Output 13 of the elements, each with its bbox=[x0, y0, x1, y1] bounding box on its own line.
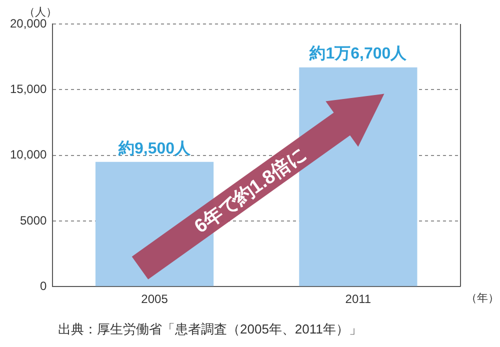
data-label: 約1万6,700人 bbox=[308, 44, 408, 63]
x-tick-label: 2011 bbox=[345, 292, 372, 306]
x-axis-title: （年） bbox=[466, 292, 499, 305]
annotation: 6年で約1.8倍に bbox=[190, 143, 311, 238]
y-tick-label: 20,000 bbox=[10, 16, 48, 30]
y-tick-label: 5000 bbox=[20, 213, 48, 228]
x-tick-label: 2005 bbox=[141, 292, 168, 306]
y-tick-label: 10,000 bbox=[10, 148, 48, 162]
y-tick-label: 0 bbox=[40, 278, 48, 293]
data-label: 約9,500人 bbox=[118, 139, 192, 158]
y-tick-label: 15,000 bbox=[10, 82, 48, 96]
y-axis-title: （人） bbox=[24, 6, 58, 19]
source-note: 出典：厚生労働省「患者調査（2005年、2011年）」 bbox=[58, 322, 362, 337]
